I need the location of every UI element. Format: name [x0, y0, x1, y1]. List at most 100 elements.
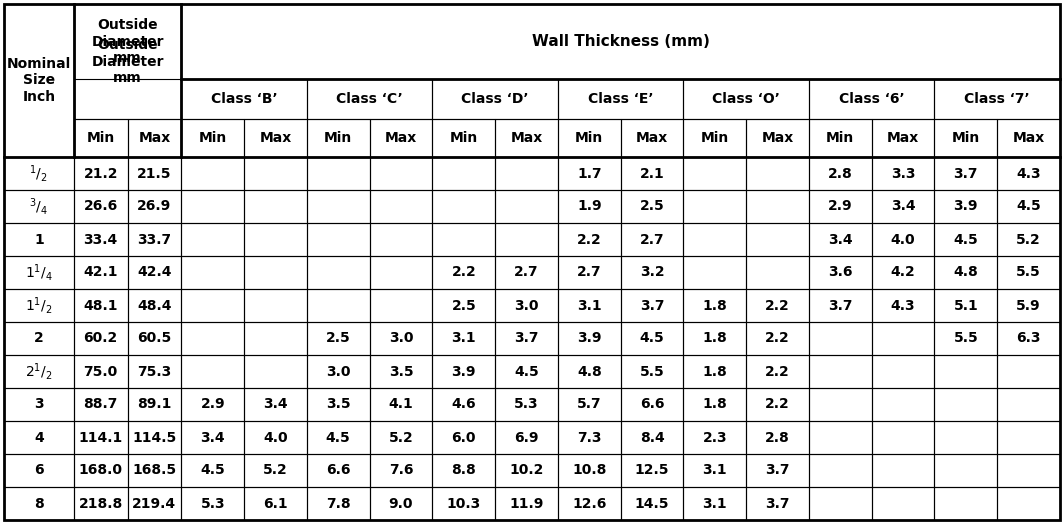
Bar	[620, 421, 683, 454]
Bar	[4, 487, 73, 520]
Bar	[244, 190, 306, 223]
Bar	[432, 289, 495, 322]
Bar	[495, 487, 558, 520]
Bar	[746, 355, 809, 388]
Bar	[244, 322, 306, 355]
Text: 75.3: 75.3	[137, 365, 171, 378]
Text: 2.9: 2.9	[200, 398, 225, 411]
Text: 21.2: 21.2	[83, 167, 118, 180]
Bar	[306, 157, 369, 190]
Bar	[871, 487, 934, 520]
Bar	[746, 157, 809, 190]
Text: 3.0: 3.0	[514, 299, 538, 312]
Bar	[934, 454, 997, 487]
Bar	[306, 454, 369, 487]
Text: 1.9: 1.9	[577, 200, 601, 213]
Bar	[746, 289, 809, 322]
Bar	[997, 454, 1060, 487]
Bar	[306, 388, 369, 421]
Text: 33.7: 33.7	[137, 233, 171, 246]
Bar	[683, 421, 746, 454]
Text: $1^1/_4$: $1^1/_4$	[24, 262, 53, 283]
Text: 6: 6	[34, 464, 44, 477]
Bar	[369, 119, 432, 157]
Bar	[432, 223, 495, 256]
Text: 5.5: 5.5	[953, 332, 978, 345]
Bar	[809, 256, 871, 289]
Bar	[495, 223, 558, 256]
Text: 21.5: 21.5	[137, 167, 171, 180]
Bar	[128, 256, 181, 289]
Text: Nominal
Size
Inch: Nominal Size Inch	[6, 57, 71, 104]
Bar	[495, 388, 558, 421]
Text: 3.0: 3.0	[388, 332, 413, 345]
Text: Max: Max	[887, 131, 919, 145]
Bar	[683, 355, 746, 388]
Bar	[369, 421, 432, 454]
Text: 3.9: 3.9	[451, 365, 476, 378]
Bar	[558, 190, 620, 223]
Bar	[244, 421, 306, 454]
Text: 9.0: 9.0	[388, 497, 413, 510]
Text: 7.6: 7.6	[388, 464, 413, 477]
Bar	[495, 119, 558, 157]
Text: 3.4: 3.4	[891, 200, 915, 213]
Bar	[4, 421, 73, 454]
Text: 6.6: 6.6	[639, 398, 664, 411]
Bar	[746, 388, 809, 421]
Text: 5.3: 5.3	[514, 398, 538, 411]
Text: 6.9: 6.9	[514, 431, 538, 444]
Text: Max: Max	[138, 131, 170, 145]
Bar	[809, 388, 871, 421]
Bar	[181, 157, 244, 190]
Text: Min: Min	[86, 131, 115, 145]
Bar	[997, 157, 1060, 190]
Text: 4.5: 4.5	[326, 431, 351, 444]
Bar	[306, 322, 369, 355]
Bar	[683, 487, 746, 520]
Bar	[306, 487, 369, 520]
Bar	[244, 157, 306, 190]
Text: 2.8: 2.8	[765, 431, 789, 444]
Bar	[128, 119, 181, 157]
Bar	[4, 223, 73, 256]
Bar	[181, 487, 244, 520]
Bar	[934, 421, 997, 454]
Bar	[432, 79, 558, 119]
Bar	[128, 487, 181, 520]
Text: 3.1: 3.1	[451, 332, 476, 345]
Text: 2.5: 2.5	[639, 200, 664, 213]
Bar	[181, 223, 244, 256]
Text: 3.7: 3.7	[765, 464, 789, 477]
Text: 3.4: 3.4	[263, 398, 287, 411]
Bar	[997, 322, 1060, 355]
Text: 12.6: 12.6	[572, 497, 606, 510]
Bar	[4, 355, 73, 388]
Text: 114.5: 114.5	[132, 431, 177, 444]
Bar	[558, 119, 620, 157]
Text: 42.4: 42.4	[137, 266, 171, 279]
Text: 3.0: 3.0	[326, 365, 350, 378]
Text: Max: Max	[636, 131, 668, 145]
Text: 10.3: 10.3	[447, 497, 481, 510]
Text: 3.3: 3.3	[891, 167, 915, 180]
Bar	[369, 256, 432, 289]
Bar	[746, 322, 809, 355]
Bar	[558, 388, 620, 421]
Bar	[871, 157, 934, 190]
Text: 168.5: 168.5	[132, 464, 177, 477]
Bar	[181, 4, 1060, 79]
Text: 88.7: 88.7	[83, 398, 118, 411]
Text: Max: Max	[385, 131, 417, 145]
Text: Min: Min	[951, 131, 980, 145]
Text: 5.2: 5.2	[1016, 233, 1041, 246]
Bar	[997, 119, 1060, 157]
Text: 12.5: 12.5	[635, 464, 669, 477]
Text: 3.5: 3.5	[388, 365, 413, 378]
Bar	[369, 157, 432, 190]
Bar	[809, 355, 871, 388]
Bar	[432, 322, 495, 355]
Bar	[746, 454, 809, 487]
Text: 60.5: 60.5	[137, 332, 171, 345]
Text: 5.3: 5.3	[200, 497, 225, 510]
